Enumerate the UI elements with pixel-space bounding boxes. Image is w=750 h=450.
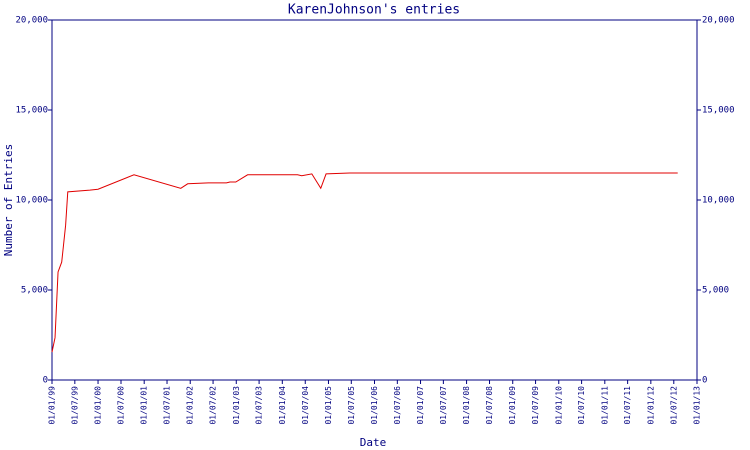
y2-tick-label: 5,000 xyxy=(702,286,729,296)
y-tick-label: 0 xyxy=(43,376,48,386)
x-tick-label: 01/01/00 xyxy=(94,386,103,425)
x-tick-label: 01/01/12 xyxy=(646,386,655,425)
x-tick-label: 01/01/02 xyxy=(186,386,195,425)
x-tick-label: 01/07/00 xyxy=(116,386,125,425)
x-tick-label: 01/01/01 xyxy=(140,386,149,425)
y2-tick-label: 10,000 xyxy=(702,196,735,206)
chart-title: KarenJohnson's entries xyxy=(288,3,460,18)
x-tick-label: 01/07/01 xyxy=(163,386,172,425)
x-tick-label: 01/07/05 xyxy=(347,386,356,425)
x-tick-label: 01/07/10 xyxy=(577,386,586,425)
x-axis-title: Date xyxy=(360,436,387,449)
y-axis-title: Number of Entries xyxy=(2,144,15,257)
x-tick-label: 01/01/99 xyxy=(48,386,57,425)
y2-tick-label: 20,000 xyxy=(702,16,735,26)
x-tick-label: 01/01/08 xyxy=(462,386,471,425)
x-tick-label: 01/01/05 xyxy=(324,386,333,425)
y2-tick-label: 15,000 xyxy=(702,106,735,116)
x-tick-label: 01/07/09 xyxy=(531,386,540,425)
x-tick-label: 01/07/02 xyxy=(209,386,218,425)
x-tick-label: 01/01/13 xyxy=(693,386,702,425)
x-tick-label: 01/07/08 xyxy=(485,386,494,425)
x-tick-label: 01/01/11 xyxy=(600,386,609,425)
data-line xyxy=(51,172,678,353)
x-tick-label: 01/07/07 xyxy=(439,386,448,425)
y-tick-label: 5,000 xyxy=(21,286,48,296)
y-tick-label: 10,000 xyxy=(15,196,48,206)
plot-frame xyxy=(51,19,698,381)
x-tick-label: 01/01/07 xyxy=(416,386,425,425)
x-tick-label: 01/07/04 xyxy=(301,386,310,425)
y-tick-label: 15,000 xyxy=(15,106,48,116)
x-tick-label: 01/01/09 xyxy=(508,386,517,425)
y-tick-label: 20,000 xyxy=(15,16,48,26)
x-tick-label: 01/07/11 xyxy=(623,386,632,425)
y2-tick-label: 0 xyxy=(702,376,707,386)
x-tick-label: 01/07/12 xyxy=(669,386,678,425)
x-tick-label: 01/07/03 xyxy=(255,386,264,425)
x-tick-label: 01/01/03 xyxy=(232,386,241,425)
x-tick-label: 01/01/04 xyxy=(278,386,287,425)
x-tick-label: 01/01/10 xyxy=(554,386,563,425)
x-tick-label: 01/07/99 xyxy=(70,386,79,425)
x-tick-label: 01/07/06 xyxy=(393,386,402,425)
x-tick-label: 01/01/06 xyxy=(370,386,379,425)
